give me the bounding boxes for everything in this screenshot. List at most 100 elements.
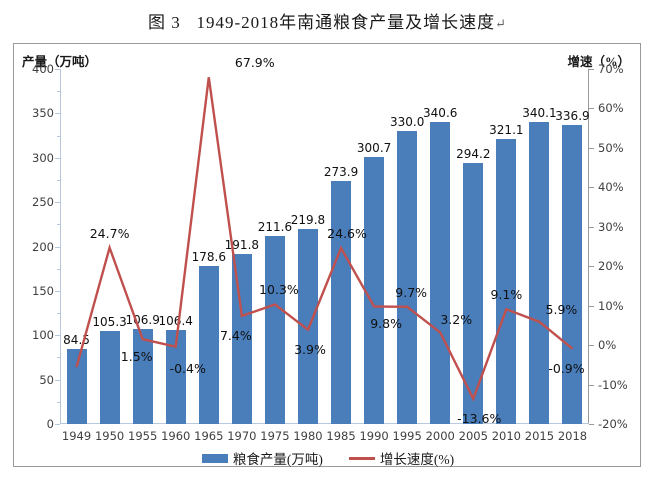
line-value-label: -0.4% (169, 360, 206, 376)
x-axis-tick-label: 1980 (293, 429, 323, 443)
bar-value-label: 294.2 (456, 146, 491, 161)
y-axis-right-tick-label: 20% (598, 259, 624, 274)
bar[interactable] (66, 349, 87, 424)
y-axis-left-tick-mark (55, 157, 60, 159)
bar[interactable] (264, 236, 285, 424)
y-axis-left-minor-tick (57, 313, 60, 315)
y-axis-left-tick-label: 200 (32, 239, 54, 254)
y-axis-left-minor-tick (57, 401, 60, 403)
line-value-label: 10.3% (259, 282, 299, 298)
bar[interactable] (364, 157, 385, 424)
y-axis-left-minor-tick (57, 268, 60, 270)
y-axis-right-title: 增速（%） (567, 55, 630, 69)
bar[interactable] (165, 329, 186, 424)
legend-bar-label: 粮食产量(万吨) (232, 452, 323, 467)
bar-slot: 273.9 (324, 69, 358, 424)
x-axis-labels: 1949 1950 1955 1960 1965 1970 1975 1980 1985 1990… (60, 429, 589, 447)
x-axis-tick-label: 1965 (194, 429, 224, 443)
legend-item-line[interactable]: 增长速度(%) (348, 448, 454, 468)
bar[interactable] (463, 162, 484, 424)
line-value-label: -13.6% (457, 410, 502, 426)
line-value-label: 9.1% (490, 287, 523, 303)
bar[interactable] (297, 228, 318, 424)
y-axis-right-tick-mark (589, 108, 594, 110)
y-axis-left-minor-tick (57, 357, 60, 359)
y-axis-right-tick-mark (589, 187, 594, 189)
plot-area: 0 50 100 150 200 250 300 350 400 -20% -10% 0% 10% 20… (32, 55, 628, 431)
line-value-label: -0.9% (548, 360, 585, 376)
x-axis-tick-label: 1970 (227, 429, 257, 443)
x-axis-tick-label: 1990 (359, 429, 389, 443)
y-axis-left-tick-mark (55, 290, 60, 292)
y-axis-right-tick-label: -10% (598, 377, 628, 392)
figure-title: 图 3 1949-2018年南通粮食产量及增长速度↵ (0, 8, 655, 33)
bar-slot: 106.4 (158, 69, 193, 424)
y-axis-right-tick-mark (589, 305, 594, 307)
bar[interactable] (496, 139, 517, 424)
x-axis-tick-label: 1949 (61, 429, 92, 443)
bar-value-label: 336.9 (555, 109, 590, 124)
y-axis-right-tick-mark (589, 226, 594, 228)
bar[interactable] (430, 121, 451, 424)
y-axis-right-tick-mark (589, 345, 594, 347)
line-value-label: 5.9% (545, 301, 578, 317)
bar-value-label: 340.6 (423, 105, 458, 120)
bar-value-label: 330.0 (389, 115, 425, 130)
legend-item-bar[interactable]: 粮食产量(万吨) (201, 448, 323, 468)
x-axis-line (60, 423, 589, 424)
bar[interactable] (331, 180, 352, 424)
y-axis-right-tick-label: 40% (598, 180, 624, 195)
bar-value-label: 106.4 (158, 313, 193, 328)
y-axis-left-tick-label: 300 (32, 150, 54, 165)
y-axis-left-tick-label: 50 (39, 372, 54, 387)
y-axis-right-tick-label: 0% (598, 338, 617, 353)
y-axis-left-tick-label: 250 (32, 195, 54, 210)
bar-value-label: 300.7 (356, 141, 392, 156)
growth-rate-line[interactable] (75, 77, 574, 402)
y-axis-right-tick-mark (589, 424, 594, 425)
bar-value-label: 340.1 (522, 106, 557, 121)
y-axis-right-tick-label: 50% (598, 140, 624, 155)
line-series (75, 77, 574, 402)
x-axis-tick-label: 1995 (392, 429, 422, 443)
bar-slot: 219.8 (290, 69, 326, 424)
line-value-label: 24.7% (89, 225, 130, 241)
y-axis-left-tick-label: 0 (46, 417, 54, 431)
bar-slot: 178.6 (192, 69, 226, 424)
bar[interactable] (397, 131, 418, 424)
line-value-label: 9.8% (370, 316, 402, 332)
y-axis-left-tick-label: 400 (32, 62, 54, 76)
y-axis-right-tick-mark (589, 266, 594, 268)
y-axis-right-tick-mark (589, 69, 594, 70)
y-axis-left-minor-tick (57, 91, 60, 93)
bar[interactable] (198, 265, 219, 424)
figure-title-text: 图 3 1949-2018年南通粮食产量及增长速度 (147, 13, 496, 32)
bar-slot: 105.3 (92, 69, 127, 424)
y-axis-right-tick-mark (589, 147, 594, 149)
y-axis-left-tick-mark (55, 379, 60, 381)
bar[interactable] (562, 125, 583, 424)
y-axis-left-tick-label: 350 (32, 106, 54, 121)
legend-line-swatch-icon (348, 456, 375, 460)
chart-legend: 粮食产量(万吨) 增长速度(%) (14, 448, 642, 468)
line-value-label: 3.2% (440, 312, 473, 328)
bar-value-label: 219.8 (290, 212, 326, 227)
bar[interactable] (132, 329, 153, 424)
y-axis-left-minor-tick (57, 135, 60, 137)
x-axis-tick-label: 1955 (128, 429, 158, 443)
line-value-label: 1.5% (120, 349, 153, 365)
y-axis-left-tick-mark (55, 246, 60, 248)
bar[interactable] (99, 330, 120, 424)
x-axis-tick-label: 2010 (491, 429, 521, 443)
bar[interactable] (529, 122, 550, 424)
bar-slot: 340.6 (423, 69, 458, 424)
y-axis-left-tick-mark (55, 69, 60, 70)
x-axis-tick-label: 1950 (94, 429, 125, 443)
line-value-label: 9.7% (395, 284, 428, 300)
pilcrow-mark: ↵ (495, 16, 508, 31)
bar-slot: 300.7 (356, 69, 392, 424)
y-axis-left-tick-label: 150 (32, 283, 54, 298)
y-axis-left-tick-mark (55, 424, 60, 425)
bar[interactable] (231, 253, 252, 424)
y-axis-left-minor-tick (57, 179, 60, 181)
